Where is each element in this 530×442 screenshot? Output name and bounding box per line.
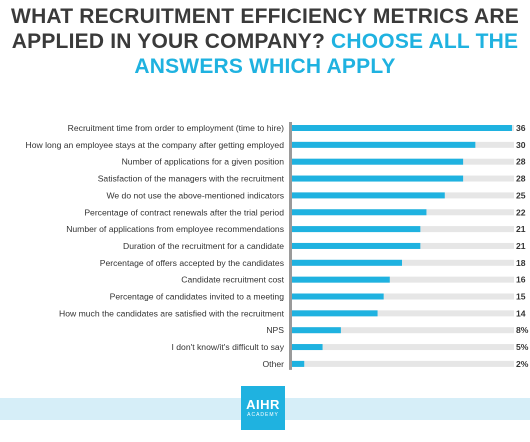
category-label: Recruitment time from order to employmen… [68,123,284,133]
value-label: 21 [516,241,526,251]
category-label: Percentage of offers accepted by the can… [100,258,284,268]
logo-sub-text: ACADEMY [247,411,279,418]
value-label: 5% [516,342,529,352]
value-label: 28 [516,174,526,184]
bar [292,344,323,351]
bar [292,226,421,233]
bar [292,209,427,216]
bar [292,259,402,266]
value-label: 16 [516,275,526,285]
category-label: Percentage of candidates invited to a me… [110,292,285,302]
category-label: Candidate recruitment cost [181,275,284,285]
bar-track [292,310,514,317]
title-line-2: APPLIED IN YOUR COMPANY? CHOOSE ALL THE [0,29,530,54]
bar-track [292,259,514,266]
category-label: Other [263,359,285,369]
category-label: How long an employee stays at the compan… [26,140,285,150]
value-label: 36 [516,123,526,133]
category-label: Number of applications for a given posit… [122,157,285,167]
category-label: How much the candidates are satisfied wi… [59,308,285,318]
category-label: We do not use the above-mentioned indica… [106,190,284,200]
bar [292,125,512,131]
title-part-2: APPLIED IN YOUR COMPANY? [11,30,325,53]
bar [292,310,378,317]
title-line-3: ANSWERS WHICH APPLY [0,54,530,79]
value-label: 14 [516,308,526,318]
bar [292,293,384,300]
title-line-1: WHAT RECRUITMENT EFFICIENCY METRICS ARE [0,4,530,29]
bar [292,276,390,283]
bar-track [292,360,514,367]
value-label: 8% [516,325,529,335]
value-label: 2% [516,359,529,369]
chart-title: WHAT RECRUITMENT EFFICIENCY METRICS ARE … [0,4,530,79]
value-label: 30 [516,140,526,150]
bar-track [292,276,514,283]
logo-main-text: AIHR [246,396,280,412]
value-label: 21 [516,224,526,234]
bar-track [292,344,514,351]
bar [292,327,341,334]
category-label: Percentage of contract renewals after th… [84,207,284,217]
category-label: Satisfaction of the managers with the re… [98,174,285,184]
value-label: 18 [516,258,526,268]
value-label: 25 [516,190,526,200]
bar-track [292,327,514,334]
bar [292,242,421,249]
category-label: NPS [266,325,284,335]
title-part-3: CHOOSE ALL THE [331,30,519,53]
bar [292,158,464,165]
bar-track [292,293,514,300]
bar [292,360,305,367]
bar [292,141,476,148]
title-part-4: ANSWERS WHICH APPLY [134,55,396,78]
title-part-1: WHAT RECRUITMENT EFFICIENCY METRICS ARE [11,5,519,28]
category-label: Number of applications from employee rec… [66,224,284,234]
category-label: Duration of the recruitment for a candid… [123,241,284,251]
chart-axis-line [289,122,292,370]
aihr-logo: AIHR ACADEMY [241,386,285,430]
bar [292,175,464,182]
value-label: 28 [516,157,526,167]
value-label: 15 [516,292,526,302]
value-label: 22 [516,207,526,217]
bar [292,192,445,199]
category-label: I don't know/it's difficult to say [171,342,284,352]
